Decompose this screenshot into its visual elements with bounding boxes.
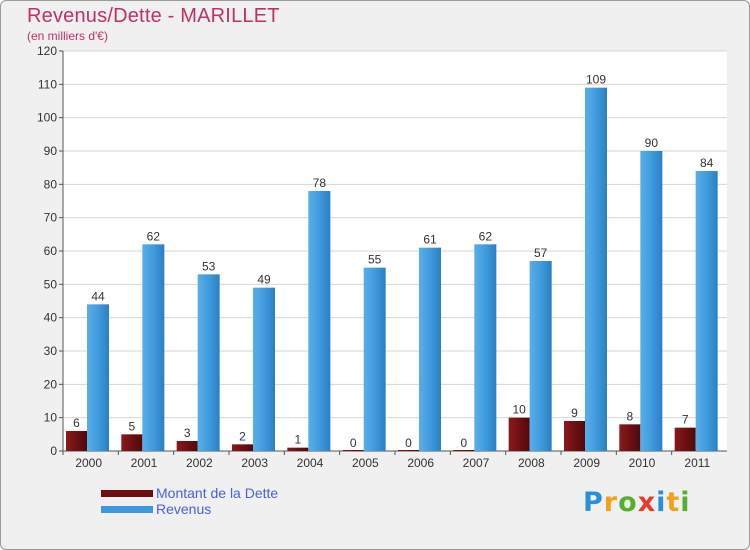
y-tick-label-100: 100: [37, 111, 57, 125]
logo-letter: i: [680, 487, 691, 518]
data-label-debt-2006: 0: [405, 436, 412, 450]
bar-revenus-2006: [419, 247, 441, 451]
proxiti-logo: Proxiti: [583, 487, 691, 518]
y-tick-label-70: 70: [44, 211, 58, 225]
y-tick-label-10: 10: [44, 411, 58, 425]
data-label-debt-2008: 10: [512, 403, 526, 417]
data-label-revenus-2000: 44: [91, 289, 105, 303]
x-tick-label-2009: 2009: [573, 456, 600, 470]
x-tick-label-2006: 2006: [407, 456, 434, 470]
bar-debt-2001: [121, 434, 143, 451]
bar-debt-2000: [66, 431, 87, 451]
data-label-revenus-2006: 61: [423, 233, 437, 247]
x-tick-label-2002: 2002: [186, 456, 213, 470]
bar-debt-2007: [453, 450, 475, 451]
x-tick-label-2005: 2005: [352, 456, 379, 470]
y-tick-label-20: 20: [44, 377, 58, 391]
data-label-debt-2003: 2: [239, 429, 246, 443]
x-tick-label-2007: 2007: [463, 456, 490, 470]
x-tick-label-2001: 2001: [131, 456, 158, 470]
data-label-debt-2000: 6: [73, 416, 80, 430]
data-label-revenus-2010: 90: [645, 136, 659, 150]
bar-revenus-2004: [308, 191, 331, 451]
bar-revenus-2009: [585, 87, 607, 452]
logo-letter: r: [603, 487, 619, 518]
y-tick-label-110: 110: [38, 77, 57, 91]
logo-letter: o: [618, 487, 638, 518]
chart-title: Revenus/Dette - MARILLET: [27, 5, 280, 27]
bar-debt-2006: [398, 450, 419, 451]
bar-debt-2009: [564, 421, 585, 451]
legend-label-debt: Montant de la Dette: [156, 485, 279, 501]
data-label-revenus-2001: 62: [147, 229, 161, 243]
x-tick-label-2000: 2000: [75, 456, 102, 470]
chart-subtitle: (en milliers d'€): [27, 29, 108, 43]
data-label-debt-2007: 0: [460, 436, 467, 450]
logo-letter: i: [656, 487, 667, 518]
bar-debt-2010: [619, 424, 641, 451]
logo-letter: x: [637, 487, 657, 518]
bar-debt-2008: [508, 417, 530, 451]
data-label-revenus-2011: 84: [700, 156, 714, 170]
bar-revenus-2002: [197, 274, 220, 451]
y-tick-label-90: 90: [44, 144, 58, 158]
y-tick-label-50: 50: [44, 277, 58, 291]
bar-debt-2002: [176, 441, 198, 451]
data-label-debt-2004: 1: [294, 433, 301, 447]
x-tick-label-2010: 2010: [629, 456, 656, 470]
y-tick-label-80: 80: [44, 177, 58, 191]
data-label-revenus-2005: 55: [368, 253, 382, 267]
bar-debt-2011: [674, 427, 696, 451]
logo-letter: t: [666, 487, 681, 518]
legend-swatch-revenus: [101, 506, 153, 513]
y-tick-label-0: 0: [50, 444, 57, 458]
data-label-debt-2010: 8: [626, 409, 633, 423]
data-label-revenus-2004: 78: [313, 176, 327, 190]
bar-revenus-2008: [529, 261, 552, 451]
y-tick-label-120: 120: [37, 44, 57, 58]
data-label-debt-2005: 0: [350, 436, 357, 450]
bar-revenus-2000: [87, 304, 109, 451]
data-label-debt-2009: 9: [571, 406, 578, 420]
x-tick-label-2003: 2003: [241, 456, 268, 470]
data-label-debt-2001: 5: [128, 419, 135, 433]
data-label-revenus-2002: 53: [202, 259, 216, 273]
x-tick-label-2008: 2008: [518, 456, 545, 470]
data-label-revenus-2007: 62: [479, 229, 493, 243]
y-tick-label-30: 30: [44, 344, 58, 358]
bar-revenus-2010: [640, 151, 663, 451]
data-label-revenus-2003: 49: [257, 273, 271, 287]
data-label-debt-2002: 3: [184, 426, 191, 440]
data-label-debt-2011: 7: [682, 413, 689, 427]
bar-debt-2005: [342, 450, 364, 451]
legend-swatch-debt: [101, 490, 153, 497]
x-tick-label-2004: 2004: [297, 456, 324, 470]
y-tick-label-60: 60: [44, 244, 58, 258]
x-tick-label-2011: 2011: [684, 456, 710, 470]
bar-revenus-2005: [363, 267, 386, 451]
y-tick-label-40: 40: [44, 311, 58, 325]
bar-debt-2004: [287, 447, 309, 451]
bar-debt-2003: [232, 444, 253, 451]
bar-revenus-2003: [253, 287, 275, 451]
legend-label-revenus: Revenus: [156, 501, 212, 517]
data-label-revenus-2008: 57: [534, 246, 548, 260]
logo-letter: P: [583, 487, 604, 518]
bar-revenus-2001: [142, 244, 165, 451]
bar-revenus-2007: [474, 244, 497, 451]
bar-revenus-2011: [695, 171, 718, 451]
data-label-revenus-2009: 109: [586, 73, 606, 87]
